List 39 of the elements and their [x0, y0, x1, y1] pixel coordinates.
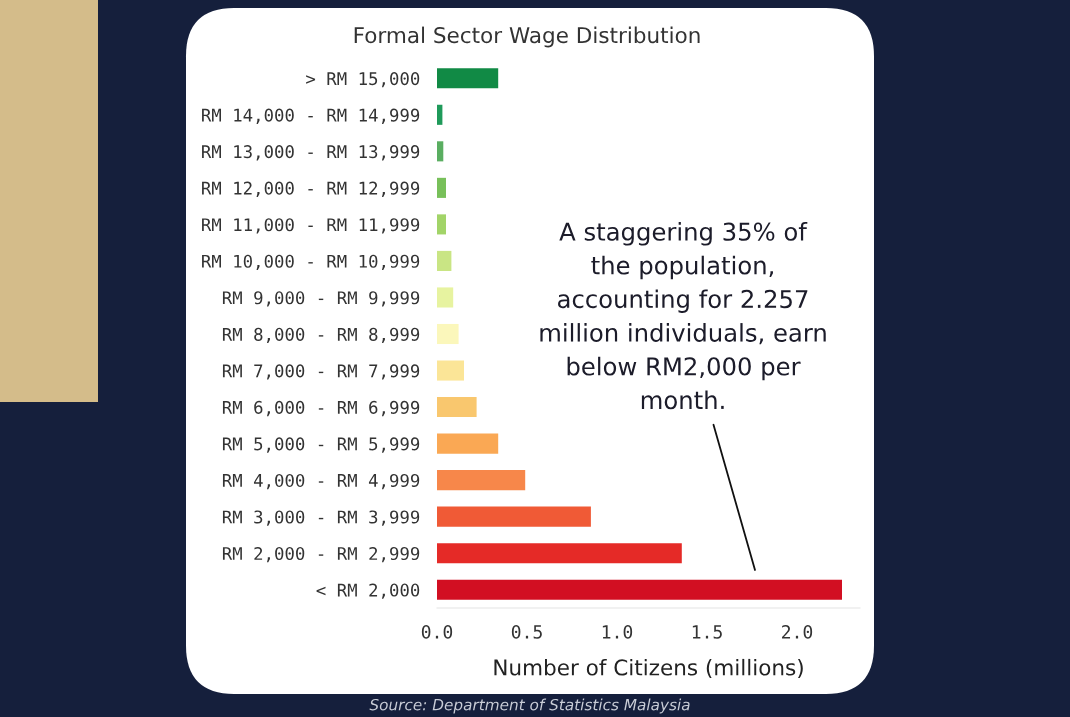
bar — [437, 214, 446, 235]
x-tick-label: 0.5 — [511, 625, 542, 639]
bar — [437, 141, 444, 162]
y-tick-label: RM 3,000 - RM 3,999 — [222, 510, 420, 526]
bar — [437, 506, 591, 527]
bar — [437, 543, 682, 564]
y-tick-label: RM 7,000 - RM 7,999 — [222, 364, 420, 380]
bar — [437, 470, 526, 491]
y-tick-label: RM 10,000 - RM 10,999 — [202, 254, 420, 271]
bar — [437, 579, 842, 600]
y-tick-label: RM 12,000 - RM 12,999 — [202, 181, 420, 197]
y-tick-label: RM 11,000 - RM 11,999 — [202, 218, 420, 234]
y-tick-label: > RM 15,000 — [306, 72, 420, 88]
bar — [437, 397, 477, 418]
bar — [437, 360, 464, 381]
x-tick-label: 0.0 — [421, 625, 453, 639]
bar — [437, 250, 452, 271]
bar — [437, 104, 443, 125]
x-tick-label: 1.0 — [602, 625, 633, 639]
bar — [437, 433, 499, 454]
chart-title: Formal Sector Wage Distribution — [354, 26, 700, 48]
bar — [437, 323, 459, 345]
y-tick-label: < RM 2,000 — [316, 583, 420, 599]
y-tick-label: RM 2,000 - RM 2,999 — [222, 546, 420, 563]
y-tick-label: RM 8,000 - RM 8,999 — [222, 327, 420, 344]
y-tick-label: RM 4,000 - RM 4,999 — [222, 473, 420, 490]
y-tick-label: RM 6,000 - RM 6,999 — [222, 400, 420, 417]
bar — [437, 177, 446, 198]
source-note: Source: Department of Statistics Malaysia — [369, 698, 690, 714]
y-tick-label: RM 13,000 - RM 13,999 — [202, 145, 420, 161]
annotation: A staggering 35% of the population, accounting for 2.257 million individuals, earn below RM2,000 per month. — [540, 222, 826, 410]
y-tick-label: RM 5,000 - RM 5,999 — [222, 437, 420, 453]
x-tick-label: 1.5 — [692, 625, 722, 639]
x-axis-title: Number of Citizens (millions) — [494, 658, 803, 679]
bar — [437, 287, 454, 308]
y-tick-label: RM 9,000 - RM 9,999 — [222, 291, 420, 307]
x-tick-label: 2.0 — [782, 625, 813, 639]
bar — [437, 68, 499, 89]
y-tick-label: RM 14,000 - RM 14,999 — [202, 108, 420, 124]
